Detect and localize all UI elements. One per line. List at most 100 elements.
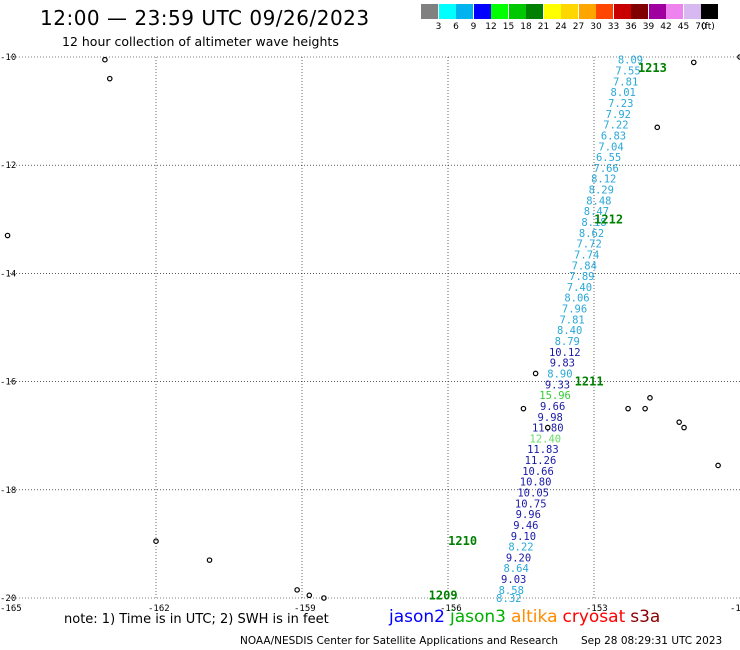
wave-height-value: 10.05 xyxy=(517,488,549,500)
island-outline xyxy=(294,587,300,593)
island-outline xyxy=(532,370,539,377)
wave-height-value: 10.12 xyxy=(549,347,581,359)
track-time-label: 1212 xyxy=(594,212,623,226)
wave-height-value: 8.64 xyxy=(503,563,528,575)
color-tick-label: 18 xyxy=(520,22,532,32)
island-outline xyxy=(520,405,527,412)
wave-height-value: 9.03 xyxy=(501,574,526,586)
footer-timestamp: Sep 28 08:29:31 UTC 2023 xyxy=(581,635,723,647)
wave-height-value: 7.72 xyxy=(576,239,601,251)
wave-height-value: 7.55 xyxy=(615,66,640,78)
wave-height-value: 7.96 xyxy=(562,304,587,316)
wave-height-points: 8.097.557.818.017.237.927.226.837.046.55… xyxy=(496,55,643,605)
island-outline xyxy=(306,592,313,599)
wave-height-value: 8.48 xyxy=(586,195,611,207)
wave-height-value: 9.20 xyxy=(506,552,531,564)
satellite-legend: jason2 jason3 altika cryosat s3a xyxy=(389,607,665,627)
color-tick-label: 42 xyxy=(660,22,672,32)
wave-height-value: 9.66 xyxy=(540,401,565,413)
wave-height-value: 8.90 xyxy=(547,368,572,380)
island-outline xyxy=(654,124,661,131)
satellite-legend-item: s3a xyxy=(630,607,661,627)
wave-height-value: 6.55 xyxy=(596,152,621,164)
island-outlines xyxy=(4,54,740,601)
island-outline xyxy=(647,395,653,401)
wave-height-value: 8.40 xyxy=(557,325,582,337)
color-swatch xyxy=(526,4,543,19)
color-swatch xyxy=(491,4,508,19)
color-tick-label: 36 xyxy=(625,22,637,32)
color-swatch xyxy=(561,4,578,19)
wave-height-value: 7.84 xyxy=(572,260,597,272)
wave-height-value: 7.92 xyxy=(606,109,631,121)
wave-height-value: 9.33 xyxy=(545,379,570,391)
wave-height-value: 8.01 xyxy=(611,87,636,99)
wave-height-value: 12.40 xyxy=(530,433,562,445)
map-grid xyxy=(10,56,740,599)
wave-height-value: 9.46 xyxy=(513,520,538,532)
wave-height-value: 7.22 xyxy=(603,120,628,132)
wave-height-value: 8.79 xyxy=(555,336,580,348)
lon-tick-label: -153 xyxy=(586,604,608,614)
wave-height-value: 15.96 xyxy=(539,390,571,402)
wave-height-value: 8.29 xyxy=(589,185,614,197)
track-time-label: 1210 xyxy=(448,534,477,548)
wave-height-value: 10.75 xyxy=(515,498,547,510)
wave-height-value: 11.80 xyxy=(532,423,564,435)
color-swatch xyxy=(543,4,561,19)
page-title: 12:00 — 23:59 UTC 09/26/2023 xyxy=(40,6,370,30)
wave-height-value: 7.81 xyxy=(613,76,638,88)
page-subtitle: 12 hour collection of altimeter wave hei… xyxy=(62,34,339,49)
wave-height-value: 11.26 xyxy=(525,455,557,467)
color-tick-label: 21 xyxy=(537,22,550,32)
island-outline xyxy=(676,419,682,425)
color-swatch xyxy=(578,4,596,19)
island-outline xyxy=(690,59,697,66)
wave-height-value: 9.10 xyxy=(511,531,536,543)
color-tick-label: 3 xyxy=(435,22,442,32)
color-swatch xyxy=(473,4,491,19)
wave-height-value: 8.06 xyxy=(564,293,589,305)
wave-height-value: 8.58 xyxy=(499,585,524,597)
track-time-label: 1211 xyxy=(575,375,604,389)
lat-tick-label: -18 xyxy=(0,486,16,496)
island-outline xyxy=(625,405,631,412)
island-outline xyxy=(642,405,648,412)
island-outline xyxy=(4,232,11,239)
wave-height-value: 8.12 xyxy=(591,174,616,186)
lon-tick-label: -156 xyxy=(440,604,462,614)
satellite-legend-item: jason2 xyxy=(389,607,445,627)
color-tick-label: 24 xyxy=(555,22,567,32)
island-outline xyxy=(544,424,551,431)
lat-tick-label: -16 xyxy=(0,378,16,388)
color-tick-label: 33 xyxy=(607,22,620,32)
wave-height-value: 8.47 xyxy=(584,206,609,218)
wave-height-value: 7.74 xyxy=(574,249,599,261)
wave-height-value: 10.80 xyxy=(520,477,552,489)
color-swatch xyxy=(683,4,701,19)
color-swatch xyxy=(666,4,683,19)
wave-height-value: 11.83 xyxy=(527,444,559,456)
color-tick-label: 70 xyxy=(695,22,707,32)
color-swatch xyxy=(596,4,613,19)
lon-tick-label: -165 xyxy=(0,604,22,614)
color-tick-label: 9 xyxy=(470,22,477,32)
wave-height-value: 9.96 xyxy=(516,509,541,521)
track-time-label: 1213 xyxy=(638,61,667,75)
wave-height-value: 9.83 xyxy=(550,358,575,370)
satellite-legend-item: altika xyxy=(511,607,558,627)
satellite-legend-item: cryosat xyxy=(562,607,626,627)
color-tick-label: 6 xyxy=(453,22,459,32)
color-swatch xyxy=(701,4,718,19)
lon-tick-label: -15 xyxy=(730,604,740,614)
color-tick-label: 15 xyxy=(502,22,515,32)
lat-tick-label: -10 xyxy=(0,53,16,63)
color-tick-label: 39 xyxy=(642,22,655,32)
color-tick-label: 30 xyxy=(590,22,602,32)
color-swatch xyxy=(631,4,648,19)
island-outline xyxy=(715,462,721,469)
wave-height-value: 8.22 xyxy=(508,542,533,554)
island-outline xyxy=(206,557,213,563)
island-outline xyxy=(153,538,159,544)
